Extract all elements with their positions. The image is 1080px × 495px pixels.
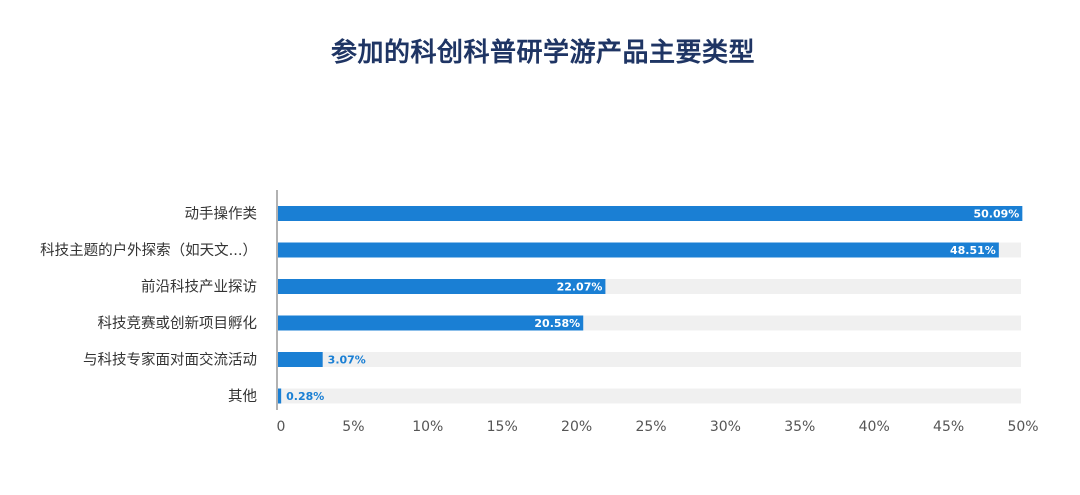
category-label: 科技主题的户外探索（如天文...）	[40, 242, 257, 259]
chart-title: 参加的科创科普研学游产品主要类型	[330, 38, 755, 68]
x-tick-label: 0	[277, 419, 286, 435]
data-label: 3.07%	[328, 354, 366, 367]
category-label: 动手操作类	[185, 206, 258, 223]
bar	[278, 279, 606, 294]
data-label: 20.58%	[534, 317, 580, 330]
data-label: 0.28%	[286, 390, 324, 403]
bar	[278, 315, 584, 331]
data-label: 22.07%	[557, 281, 603, 294]
x-tick-label: 25%	[635, 419, 666, 435]
x-tick-label: 15%	[487, 419, 518, 435]
bar	[278, 242, 999, 258]
x-tick-label: 10%	[412, 419, 443, 435]
x-tick-label: 40%	[859, 419, 890, 435]
x-tick-label: 20%	[561, 419, 592, 435]
x-tick-label: 30%	[710, 419, 741, 435]
x-tick-label: 5%	[342, 419, 364, 435]
x-tick-label: 35%	[784, 419, 815, 435]
category-label: 与科技专家面对面交流活动	[83, 351, 257, 369]
data-label: 48.51%	[950, 244, 996, 257]
data-label: 50.09%	[974, 208, 1020, 221]
x-tick-label: 45%	[933, 419, 964, 435]
category-label: 科技竞赛或创新项目孵化	[98, 314, 258, 332]
bar-track	[278, 352, 1021, 367]
bar	[278, 388, 282, 404]
category-label: 前沿科技产业探访	[141, 279, 257, 296]
bar	[278, 352, 323, 367]
bar	[278, 206, 1023, 221]
x-tick-label: 50%	[1007, 419, 1038, 435]
bar-track	[278, 388, 1021, 404]
category-label: 其他	[228, 388, 257, 405]
